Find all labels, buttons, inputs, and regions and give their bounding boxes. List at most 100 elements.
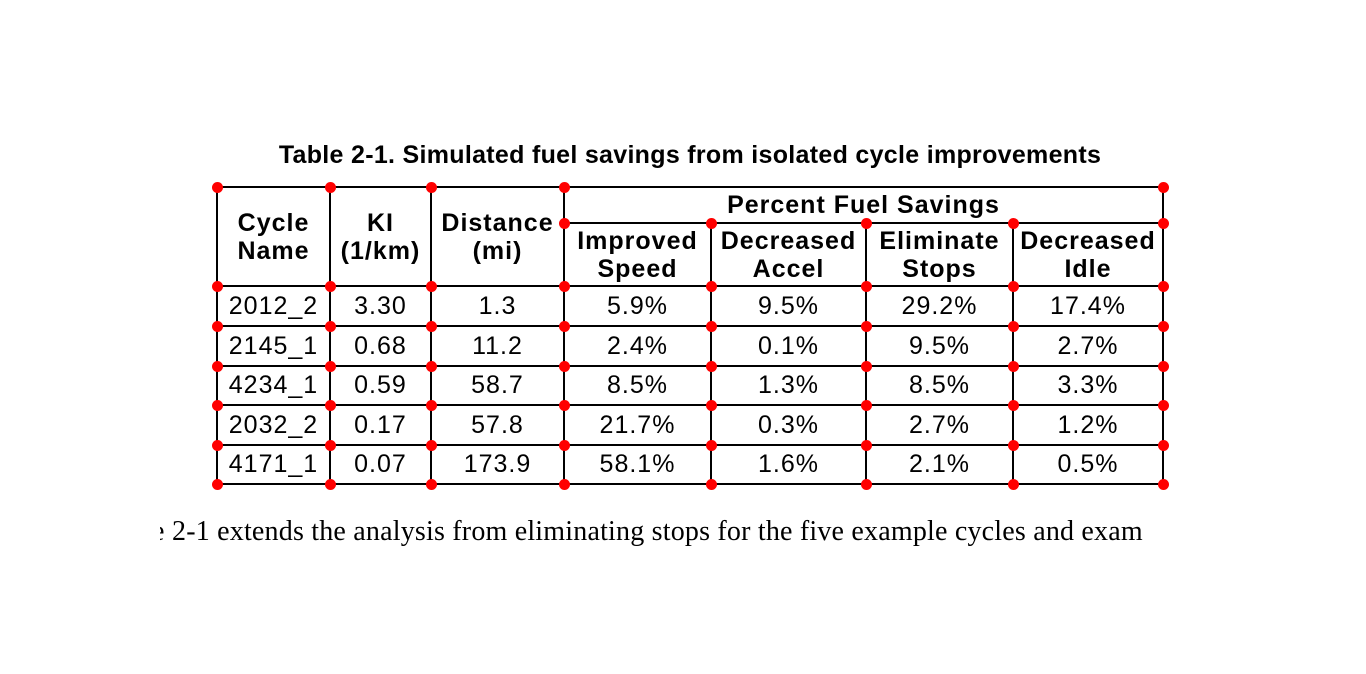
grid-handle-dot[interactable] [211,280,223,292]
grid-handle-dot[interactable] [860,478,872,490]
grid-handle-dot[interactable] [558,478,570,490]
grid-handle-dot[interactable] [1157,478,1169,490]
col-header-improved-speed: Improved Speed [563,222,712,287]
grid-handle-dot[interactable] [558,360,570,372]
grid-handle-dot[interactable] [324,320,336,332]
cell-cycle-name: 2145_1 [216,325,331,367]
table-row: 2145_1 0.68 11.2 2.4% 0.1% 9.5% 2.7% [216,325,1164,367]
cell-decreased-idle: 2.7% [1012,325,1164,367]
cell-distance: 1.3 [430,285,565,327]
table-row: 4234_1 0.59 58.7 8.5% 1.3% 8.5% 3.3% [216,365,1164,406]
table-row: 4171_1 0.07 173.9 58.1% 1.6% 2.1% 0.5% [216,444,1164,485]
grid-handle-dot[interactable] [1157,280,1169,292]
cell-improved-speed: 2.4% [563,325,712,367]
grid-handle-dot[interactable] [1007,320,1019,332]
grid-handle-dot[interactable] [324,360,336,372]
col-header-eliminate-stops: Eliminate Stops [865,222,1014,287]
grid-handle-dot[interactable] [558,181,570,193]
grid-handle-dot[interactable] [558,320,570,332]
grid-handle-dot[interactable] [860,320,872,332]
grid-handle-dot[interactable] [1007,478,1019,490]
cell-cycle-name: 2012_2 [216,285,331,327]
grid-handle-dot[interactable] [1007,360,1019,372]
col-header-cycle-name: Cycle Name [216,186,331,287]
table-row: 2032_2 0.17 57.8 21.7% 0.3% 2.7% 1.2% [216,404,1164,446]
grid-handle-dot[interactable] [1157,399,1169,411]
header-row-sub: Improved Speed Decreased Accel Eliminate… [217,222,1164,287]
grid-handle-dot[interactable] [211,181,223,193]
grid-handle-dot[interactable] [558,217,570,229]
grid-handle-dot[interactable] [1157,320,1169,332]
grid-handle-dot[interactable] [425,181,437,193]
cell-distance: 58.7 [430,365,565,406]
grid-handle-dot[interactable] [425,439,437,451]
grid-handle-dot[interactable] [558,399,570,411]
grid-handle-dot[interactable] [705,399,717,411]
col-header-ki: KI (1/km) [329,186,432,287]
body-text-fragment: e [160,516,166,554]
grid-handle-dot[interactable] [1157,217,1169,229]
grid-handle-dot[interactable] [1007,439,1019,451]
grid-handle-dot[interactable] [558,280,570,292]
grid-handle-dot[interactable] [860,217,872,229]
cell-distance: 173.9 [430,444,565,485]
grid-handle-dot[interactable] [211,439,223,451]
col-header-decreased-accel: Decreased Accel [710,222,867,287]
cell-decreased-idle: 0.5% [1012,444,1164,485]
grid-handle-dot[interactable] [425,478,437,490]
grid-handle-dot[interactable] [558,439,570,451]
grid-handle-dot[interactable] [1157,181,1169,193]
cell-ki: 0.07 [329,444,432,485]
cell-decreased-idle: 1.2% [1012,404,1164,446]
grid-handle-dot[interactable] [324,478,336,490]
grid-handle-dot[interactable] [860,280,872,292]
grid-handle-dot[interactable] [705,439,717,451]
cell-decreased-idle: 17.4% [1012,285,1164,327]
grid-handle-dot[interactable] [211,360,223,372]
header-row-group: Cycle Name KI (1/km) Distance (mi) Perce… [216,186,1164,287]
cell-decreased-accel: 1.3% [710,365,867,406]
cell-distance: 11.2 [430,325,565,367]
grid-handle-dot[interactable] [1157,360,1169,372]
cell-improved-speed: 8.5% [563,365,712,406]
grid-handle-dot[interactable] [705,360,717,372]
body-text-line: 2-1 extends the analysis from eliminatin… [172,516,1143,547]
cell-cycle-name: 2032_2 [216,404,331,446]
grid-handle-dot[interactable] [705,320,717,332]
cell-improved-speed: 21.7% [563,404,712,446]
grid-handle-dot[interactable] [1007,217,1019,229]
grid-handle-dot[interactable] [324,399,336,411]
grid-handle-dot[interactable] [324,181,336,193]
grid-handle-dot[interactable] [860,360,872,372]
grid-handle-dot[interactable] [425,399,437,411]
cell-distance: 57.8 [430,404,565,446]
grid-handle-dot[interactable] [1007,399,1019,411]
cell-ki: 0.68 [329,325,432,367]
grid-handle-dot[interactable] [705,280,717,292]
grid-handle-dot[interactable] [1007,280,1019,292]
grid-handle-dot[interactable] [705,217,717,229]
grid-handle-dot[interactable] [324,280,336,292]
grid-handle-dot[interactable] [705,478,717,490]
cell-decreased-accel: 0.1% [710,325,867,367]
grid-handle-dot[interactable] [860,439,872,451]
cell-ki: 0.59 [329,365,432,406]
grid-handle-dot[interactable] [425,320,437,332]
grid-handle-dot[interactable] [211,320,223,332]
cell-eliminate-stops: 2.1% [865,444,1014,485]
grid-handle-dot[interactable] [211,478,223,490]
table-caption: Table 2-1. Simulated fuel savings from i… [278,141,1102,169]
grid-handle-dot[interactable] [860,399,872,411]
grid-handle-dot[interactable] [1157,439,1169,451]
grid-handle-dot[interactable] [324,439,336,451]
col-header-decreased-idle: Decreased Idle [1012,222,1164,287]
cell-decreased-accel: 0.3% [710,404,867,446]
grid-handle-dot[interactable] [211,399,223,411]
cell-eliminate-stops: 9.5% [865,325,1014,367]
table-row: 2012_2 3.30 1.3 5.9% 9.5% 29.2% 17.4% [216,285,1164,327]
grid-handle-dot[interactable] [425,280,437,292]
cell-eliminate-stops: 29.2% [865,285,1014,327]
grid-handle-dot[interactable] [425,360,437,372]
cell-ki: 3.30 [329,285,432,327]
